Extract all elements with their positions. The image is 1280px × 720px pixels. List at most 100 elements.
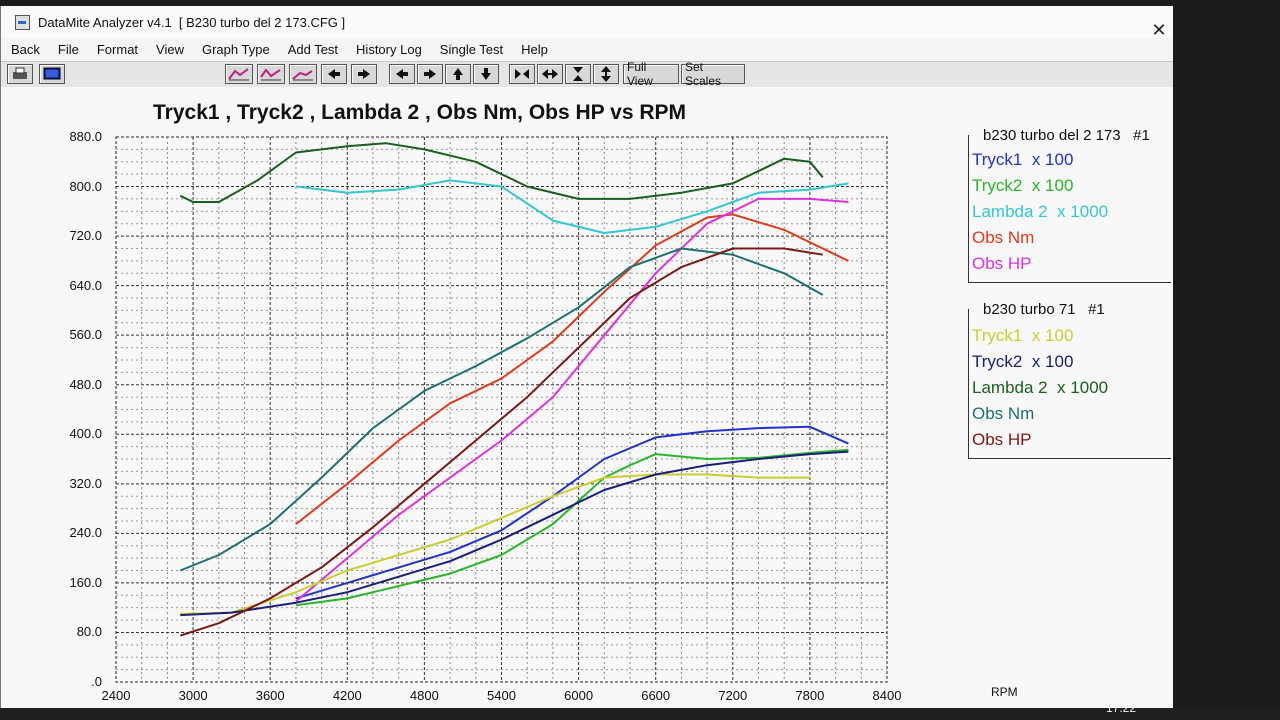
compress-horizontal-button[interactable] bbox=[509, 64, 535, 84]
series-line bbox=[179, 142, 824, 203]
legend-entry: Obs HP bbox=[972, 430, 1032, 449]
full-view-button[interactable]: Full View bbox=[623, 60, 679, 88]
legend-test-1: b230 turbo del 2 173 #1 Tryck1 x 100 Try… bbox=[968, 127, 1171, 283]
compress-vertical-icon bbox=[573, 67, 583, 81]
x-tick-label: 4800 bbox=[409, 688, 439, 703]
graph-icon bbox=[292, 70, 313, 81]
series-line bbox=[179, 247, 823, 637]
menu-view[interactable]: View bbox=[156, 41, 184, 57]
y-tick-label: 800.0 bbox=[69, 178, 102, 194]
menu-add-test[interactable]: Add Test bbox=[287, 41, 339, 57]
x-tick-label: 4200 bbox=[332, 688, 362, 703]
taskbar bbox=[0, 708, 1280, 720]
arrow-right-icon bbox=[424, 69, 436, 79]
y-tick-label: 320.0 bbox=[69, 475, 102, 491]
x-tick-label: 7800 bbox=[795, 688, 825, 703]
x-tick-label: 3600 bbox=[255, 688, 285, 703]
window-title: DataMite Analyzer v4.1 [ B230 turbo del … bbox=[38, 14, 346, 30]
monitor-button[interactable] bbox=[39, 64, 65, 84]
expand-vertical-icon bbox=[601, 66, 611, 82]
x-tick-label: 6600 bbox=[641, 688, 671, 703]
menu-format[interactable]: Format bbox=[96, 41, 139, 57]
y-tick-label: 160.0 bbox=[69, 574, 102, 590]
x-tick-label: 7200 bbox=[718, 688, 748, 703]
chart-title: Tryck1 , Tryck2 , Lambda 2 , Obs Nm, Obs… bbox=[153, 101, 686, 124]
legend-entry: Obs Nm bbox=[972, 228, 1035, 247]
pan-down-button[interactable] bbox=[473, 64, 499, 84]
plot-svg bbox=[115, 136, 888, 683]
menu-file[interactable]: File bbox=[57, 41, 79, 57]
y-tick-label: .0 bbox=[91, 674, 102, 689]
arrow-up-icon bbox=[453, 68, 463, 80]
scroll-right-button[interactable] bbox=[351, 64, 377, 84]
monitor-icon bbox=[43, 67, 61, 80]
y-tick-label: 640.0 bbox=[69, 277, 102, 293]
y-tick-label: 560.0 bbox=[69, 327, 102, 343]
compress-vertical-button[interactable] bbox=[565, 64, 591, 84]
menu-graph-type[interactable]: Graph Type bbox=[201, 41, 270, 57]
series-line bbox=[295, 179, 849, 234]
series-line bbox=[180, 473, 810, 615]
x-tick-label: 6000 bbox=[564, 688, 594, 703]
legend-test-2: b230 turbo 71 #1 Tryck1 x 100 Tryck2 x 1… bbox=[968, 301, 1171, 459]
taskbar-clock: 17:22 bbox=[1106, 701, 1137, 715]
arrow-down-icon bbox=[481, 68, 491, 80]
set-scales-button[interactable]: Set Scales bbox=[681, 60, 745, 88]
app-icon bbox=[15, 14, 30, 30]
graph-button-2[interactable] bbox=[257, 64, 285, 84]
arrow-right-icon bbox=[358, 69, 370, 79]
y-tick-label: 720.0 bbox=[69, 228, 102, 244]
y-tick-label: 480.0 bbox=[69, 376, 102, 392]
legend-title: b230 turbo 71 #1 bbox=[979, 301, 1109, 318]
graph-icon bbox=[260, 68, 281, 81]
legend-entry: Lambda 2 x 1000 bbox=[972, 378, 1109, 397]
menu-back[interactable]: Back bbox=[11, 41, 40, 57]
x-tick-label: 8400 bbox=[872, 688, 902, 703]
expand-horizontal-button[interactable] bbox=[537, 64, 563, 84]
y-tick-label: 880.0 bbox=[69, 129, 102, 144]
legend-title: b230 turbo del 2 173 #1 bbox=[979, 127, 1154, 144]
legend-entry: Tryck2 x 100 bbox=[972, 176, 1074, 195]
expand-vertical-button[interactable] bbox=[593, 64, 619, 84]
menu-history-log[interactable]: History Log bbox=[356, 41, 422, 57]
series-line bbox=[295, 425, 849, 600]
graph-icon bbox=[228, 68, 249, 81]
print-icon bbox=[13, 67, 27, 79]
y-tick-label: 400.0 bbox=[69, 426, 102, 442]
series-line bbox=[180, 450, 849, 617]
app-window: DataMite Analyzer v4.1 [ B230 turbo del … bbox=[0, 6, 1173, 720]
x-axis-label: RPM bbox=[991, 685, 1018, 699]
graph-button-1[interactable] bbox=[225, 64, 253, 84]
pan-up-button[interactable] bbox=[445, 64, 471, 84]
legend-entry: Obs HP bbox=[972, 254, 1032, 273]
menu-help[interactable]: Help bbox=[521, 41, 548, 57]
series-line bbox=[179, 247, 824, 572]
menu-single-test[interactable]: Single Test bbox=[439, 41, 504, 57]
pan-right-button[interactable] bbox=[417, 64, 443, 84]
graph-area: Tryck1 , Tryck2 , Lambda 2 , Obs Nm, Obs… bbox=[1, 87, 1173, 720]
print-button[interactable] bbox=[7, 64, 33, 84]
legend-entry: Tryck1 x 100 bbox=[972, 326, 1074, 345]
graph-button-3[interactable] bbox=[289, 64, 317, 84]
expand-horizontal-icon bbox=[542, 69, 558, 79]
close-button[interactable]: ✕ bbox=[1151, 20, 1167, 40]
scroll-left-button[interactable] bbox=[321, 64, 347, 84]
legend-entry: Obs Nm bbox=[972, 404, 1035, 423]
legend-entry: Lambda 2 x 1000 bbox=[972, 202, 1109, 221]
y-tick-label: 240.0 bbox=[69, 525, 102, 541]
y-tick-label: 80.0 bbox=[76, 624, 102, 640]
x-tick-label: 3000 bbox=[178, 688, 208, 703]
series-line bbox=[295, 213, 849, 525]
series-line bbox=[295, 197, 849, 603]
x-tick-label: 5400 bbox=[487, 688, 516, 703]
title-bar: DataMite Analyzer v4.1 [ B230 turbo del … bbox=[1, 6, 1173, 40]
menu-bar: Back File Format View Graph Type Add Tes… bbox=[1, 38, 1173, 60]
pan-left-button[interactable] bbox=[389, 64, 415, 84]
legend-entry: Tryck2 x 100 bbox=[972, 352, 1074, 371]
compress-horizontal-icon bbox=[515, 69, 529, 79]
legend-entry: Tryck1 x 100 bbox=[972, 150, 1074, 169]
toolbar: Full View Set Scales bbox=[1, 60, 1173, 88]
arrow-left-icon bbox=[396, 69, 408, 79]
arrow-left-icon bbox=[328, 69, 340, 79]
x-tick-label: 2400 bbox=[101, 688, 131, 703]
